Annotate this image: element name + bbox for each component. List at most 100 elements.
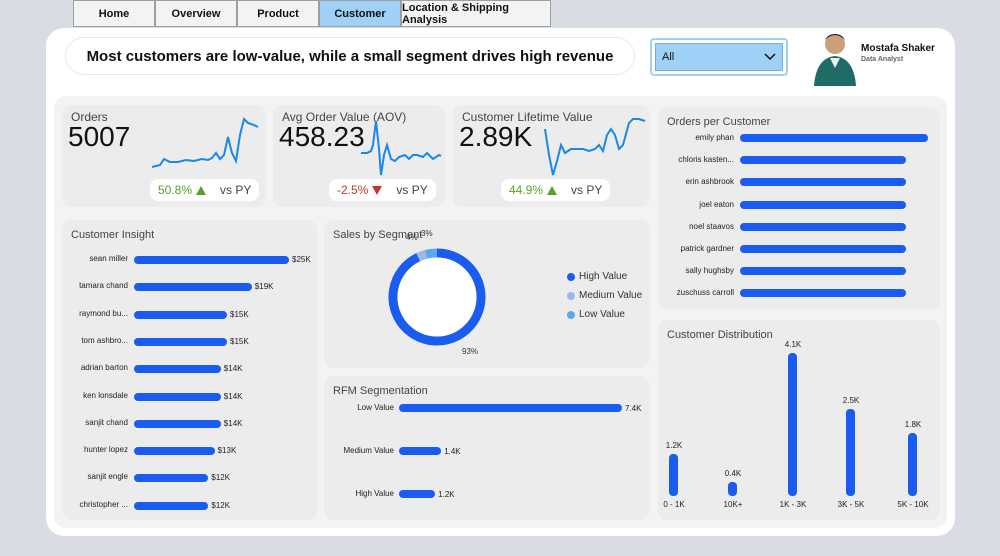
kpi-orders-sparkline bbox=[151, 117, 259, 168]
customer-insight-label: christopher ... bbox=[79, 499, 128, 509]
kpi-clv-title: Customer Lifetime Value bbox=[462, 110, 593, 124]
customer-insight-label: tom ashbro... bbox=[81, 335, 128, 345]
rfm-value: 1.4K bbox=[444, 447, 461, 456]
tab-overview[interactable]: Overview bbox=[155, 0, 237, 27]
legend-item[interactable]: Medium Value bbox=[567, 290, 642, 301]
legend-label: Low Value bbox=[579, 309, 625, 320]
legend-item[interactable]: High Value bbox=[567, 271, 627, 282]
page-tabs: Home Overview Product Customer Location … bbox=[73, 0, 551, 27]
rfm-label: Medium Value bbox=[343, 446, 394, 455]
orders-per-customer-bar bbox=[740, 134, 928, 142]
kpi-aov-card: Avg Order Value (AOV) 458.23 -2.5% vs PY bbox=[273, 105, 445, 207]
customer-distribution-card: Customer Distribution 1.2K 0 - 1K 0.4K 10K+… bbox=[658, 320, 940, 520]
tab-customer[interactable]: Customer bbox=[319, 0, 401, 27]
arrow-down-icon bbox=[372, 185, 383, 195]
customer-insight-label: tamara chand bbox=[79, 281, 128, 291]
customer-insight-value: $14K bbox=[223, 364, 243, 374]
customer-insight-bar bbox=[134, 474, 209, 483]
report-canvas: Most customers are low-value, while a sm… bbox=[46, 28, 955, 536]
segment-filter-dropdown[interactable]: All bbox=[655, 43, 783, 71]
tab-home[interactable]: Home bbox=[73, 0, 155, 27]
kpi-orders-card: Orders 5007 50.8% vs PY bbox=[62, 105, 266, 207]
customer-insight-bar bbox=[134, 501, 209, 510]
customer-distribution-category: 5K - 10K bbox=[897, 500, 929, 509]
kpi-orders-value: 5007 bbox=[68, 121, 131, 152]
rfm-label: Low Value bbox=[357, 403, 394, 412]
segment-slice-high-value bbox=[388, 248, 486, 346]
kpi-aov-badge: -2.5% vs PY bbox=[329, 179, 436, 201]
legend-dot bbox=[567, 291, 575, 300]
customer-insight-value: $12K bbox=[211, 500, 231, 510]
customer-insight-bar bbox=[134, 392, 221, 401]
customer-insight-value: $25K bbox=[292, 255, 311, 264]
orders-per-customer-bar bbox=[740, 156, 906, 165]
customer-distribution-bar bbox=[728, 482, 737, 496]
legend-item[interactable]: Low Value bbox=[567, 309, 625, 320]
customer-insight-label: sean miller bbox=[89, 254, 128, 263]
orders-per-customer-bar bbox=[740, 178, 906, 187]
customer-insight-title: Customer Insight bbox=[71, 229, 155, 241]
orders-per-customer-bar bbox=[740, 289, 906, 298]
sales-by-segment-title: Sales by Segment bbox=[333, 229, 423, 241]
profile-role: Data Analyst bbox=[861, 56, 904, 63]
customer-distribution-value: 0.4K bbox=[724, 469, 742, 479]
customer-distribution-category: 0 - 1K bbox=[663, 500, 685, 509]
customer-insight-value: $14K bbox=[223, 391, 243, 401]
tab-location-shipping[interactable]: Location & Shipping Analysis bbox=[401, 0, 551, 27]
legend-label: High Value bbox=[579, 271, 628, 282]
kpi-clv-sparkline bbox=[544, 118, 646, 176]
segment-data-label: 93% bbox=[462, 347, 478, 356]
orders-per-customer-title: Orders per Customer bbox=[667, 116, 771, 128]
customer-insight-card: Customer Insight sean miller $25K tamara c… bbox=[62, 220, 317, 520]
sales-by-segment-card: Sales by Segment 93% 3% 4% High Value Mediu… bbox=[324, 220, 650, 368]
customer-insight-value: $14K bbox=[223, 418, 243, 428]
customer-distribution-bar bbox=[846, 408, 855, 496]
orders-per-customer-label: chloris kasten... bbox=[678, 155, 734, 165]
kpi-aov-value: 458.23 bbox=[279, 121, 365, 152]
customer-insight-bar bbox=[134, 365, 221, 374]
orders-per-customer-label: patrick gardner bbox=[680, 244, 734, 253]
avatar bbox=[814, 34, 856, 86]
customer-distribution-value: 2.5K bbox=[842, 395, 860, 405]
page-headline: Most customers are low-value, while a sm… bbox=[66, 38, 634, 74]
kpi-orders-delta: 50.8% bbox=[158, 183, 193, 197]
customer-distribution-category: 10K+ bbox=[723, 500, 743, 509]
kpi-aov-title: Avg Order Value (AOV) bbox=[282, 110, 407, 124]
dashboard-area: Orders 5007 50.8% vs PY Avg Order Value … bbox=[54, 96, 947, 528]
rfm-segmentation-card: RFM Segmentation Low Value 7.4K Medium Val… bbox=[324, 376, 650, 520]
rfm-label: High Value bbox=[355, 489, 394, 498]
segment-filter: All bbox=[650, 38, 788, 76]
customer-insight-bar bbox=[134, 310, 227, 319]
customer-distribution-value: 4.1K bbox=[784, 340, 802, 349]
orders-per-customer-label: zuschuss carroll bbox=[676, 288, 734, 298]
arrow-up-icon bbox=[547, 185, 558, 195]
kpi-clv-badge: 44.9% vs PY bbox=[501, 179, 611, 201]
rfm-bar bbox=[399, 490, 436, 498]
orders-per-customer-label: joel eaton bbox=[699, 199, 734, 209]
rfm-value: 7.4K bbox=[625, 404, 642, 413]
donut-hole bbox=[397, 257, 477, 337]
kpi-orders-title: Orders bbox=[71, 110, 108, 124]
customer-insight-value: $19K bbox=[254, 282, 274, 292]
orders-per-customer-label: erin ashbrook bbox=[685, 177, 734, 187]
kpi-clv-card: Customer Lifetime Value 2.89K 44.9% vs P… bbox=[453, 105, 650, 207]
rfm-bar bbox=[399, 447, 442, 455]
segment-data-label: 4% bbox=[406, 233, 418, 242]
profile-name: Mostafa Shaker bbox=[861, 43, 935, 54]
customer-distribution-value: 1.2K bbox=[665, 441, 683, 451]
customer-insight-label: hunter lopez bbox=[83, 445, 128, 455]
orders-per-customer-card: Orders per Customer emily phan chloris ka… bbox=[658, 107, 940, 310]
customer-insight-value: $12K bbox=[211, 473, 231, 483]
orders-per-customer-bar bbox=[740, 245, 906, 253]
customer-insight-label: raymond bu... bbox=[79, 308, 128, 318]
tab-product[interactable]: Product bbox=[237, 0, 319, 27]
customer-insight-value: $13K bbox=[217, 446, 237, 456]
kpi-aov-sparkline bbox=[361, 120, 442, 176]
segment-slice-low-value bbox=[424, 248, 438, 259]
arrow-up-icon bbox=[196, 185, 207, 195]
customer-distribution-bar bbox=[788, 353, 797, 496]
customer-insight-bar bbox=[134, 283, 252, 292]
customer-insight-label: sanjit engle bbox=[87, 472, 128, 482]
profile: Mostafa Shaker Data Analyst bbox=[808, 28, 955, 88]
chevron-down-icon bbox=[764, 53, 776, 61]
